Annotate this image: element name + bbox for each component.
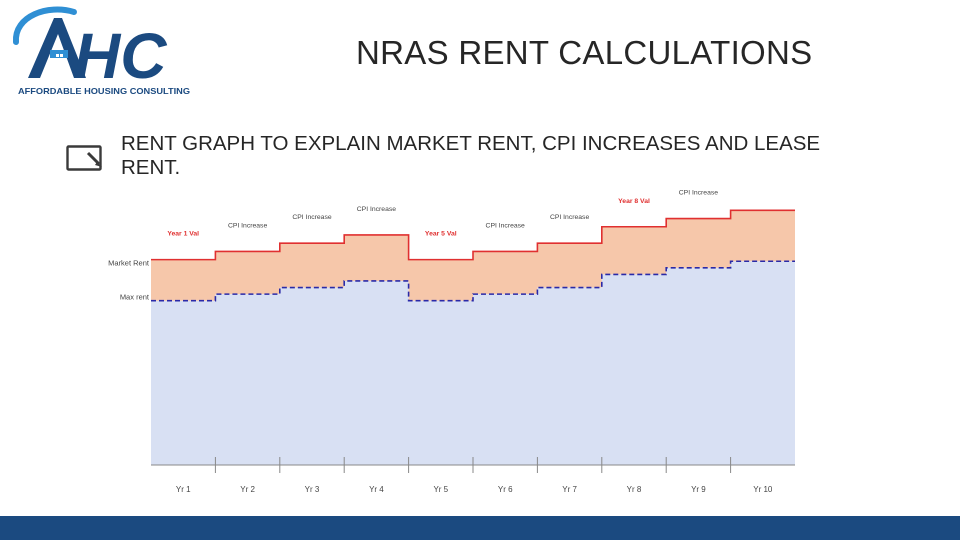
cpi-increase-label: CPI Increase (357, 206, 397, 213)
pencil-box-icon (66, 145, 102, 171)
x-tick-label: Yr 3 (305, 485, 320, 494)
cpi-increase-label: CPI Increase (292, 214, 332, 221)
market-rent-line (151, 209, 795, 261)
valuation-label: Year 1 Val (167, 231, 199, 238)
x-tick-label: Yr 7 (562, 485, 577, 494)
valuation-label: Year 5 Val (425, 231, 457, 238)
tick-labels-group: Yr 1 Yr 2 Yr 3 Yr 4 Yr 5 Yr 6 Yr 7 Yr 8 Yr 9 Yr 1… (176, 485, 773, 494)
cpi-increase-label: CPI Increase (550, 214, 590, 221)
x-tick-label: Yr 4 (369, 485, 384, 494)
cpi-increase-label: CPI Increase (679, 190, 719, 197)
ticks-group (214, 457, 732, 473)
annotations-group: Year 1 Val CPI Increase CPI Increase CPI In… (167, 188, 782, 238)
ahc-logo: HC AFFORDABLE HOUSING CONSULTING (12, 6, 190, 96)
footer-bar (0, 516, 960, 540)
logo-tagline: AFFORDABLE HOUSING CONSULTING (18, 86, 190, 96)
x-tick-label: Yr 8 (627, 485, 642, 494)
x-tick-label: Yr 6 (498, 485, 513, 494)
x-tick-label: Yr 10 (753, 485, 773, 494)
x-tick-label: Yr 5 (433, 485, 448, 494)
ylabel-max-rent: Max rent (120, 293, 150, 302)
x-tick-label: Yr 2 (240, 485, 255, 494)
max-rent-area (151, 261, 795, 465)
bullet-text: RENT GRAPH TO EXPLAIN MARKET RENT, CPI I… (121, 132, 821, 179)
cpi-increase-label: CPI Increase (228, 222, 268, 229)
page-title: NRAS RENT CALCULATIONS (356, 34, 813, 71)
logo-letters: HC (74, 20, 167, 92)
ylabel-market-rent: Market Rent (108, 259, 150, 268)
cpi-increase-label: CPI Increase (486, 222, 526, 229)
x-tick-label: Yr 1 (176, 485, 191, 494)
max-rent-line (151, 260, 795, 302)
rent-chart: Market Rent Max rent Yr 1 Yr 2 Yr 3 Yr 4 Yr … (108, 188, 795, 494)
x-tick-label: Yr 9 (691, 485, 706, 494)
valuation-label: Year 8 Val (618, 198, 650, 205)
